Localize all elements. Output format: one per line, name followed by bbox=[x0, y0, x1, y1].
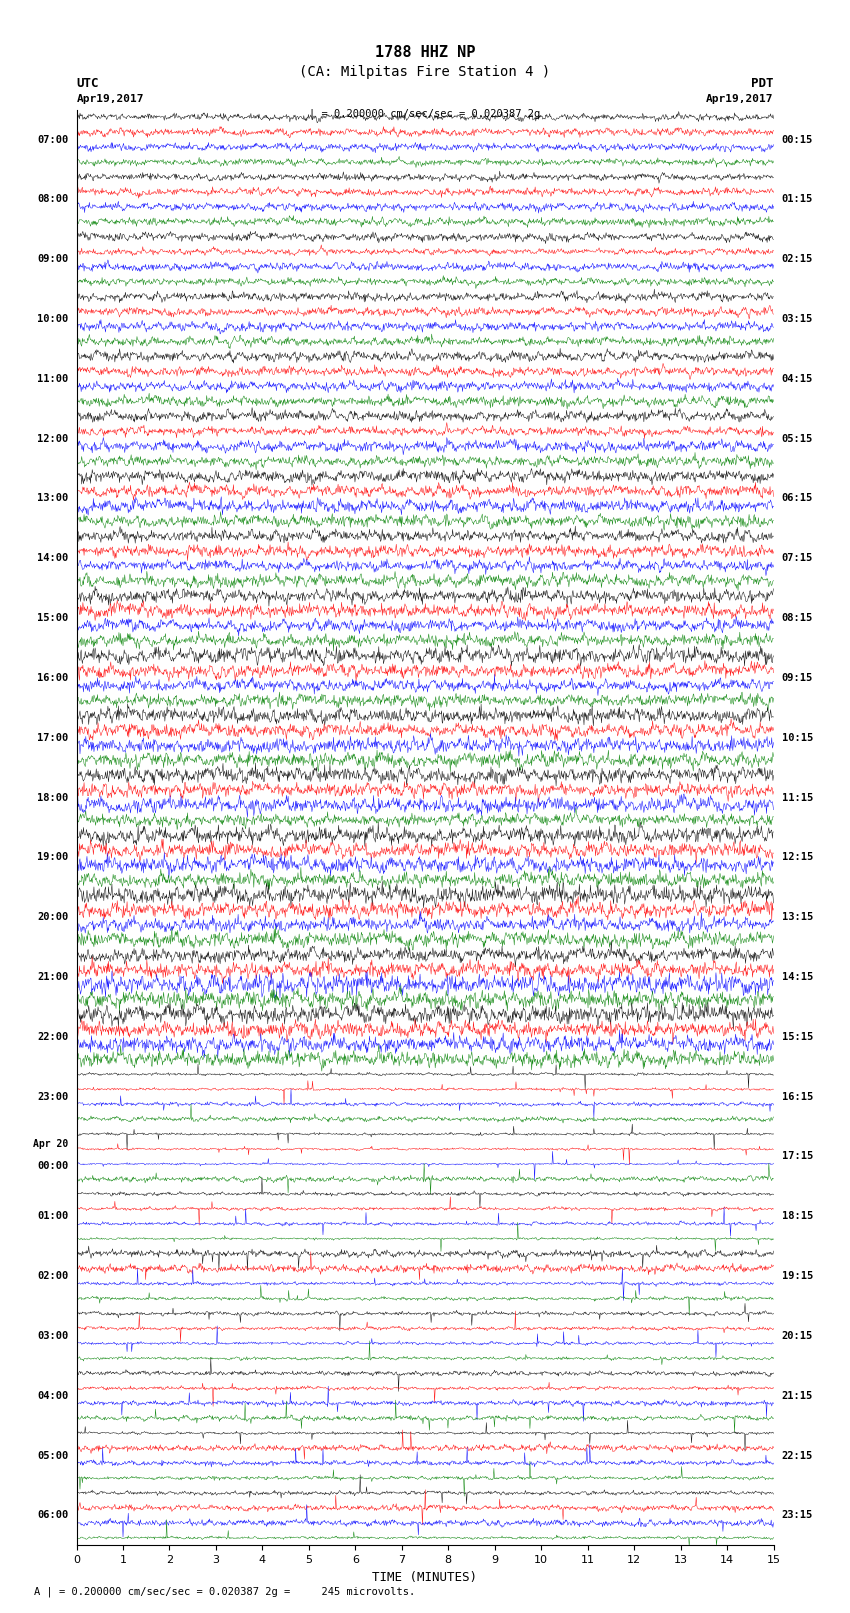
Text: Apr 20: Apr 20 bbox=[33, 1139, 68, 1148]
Text: 15:15: 15:15 bbox=[782, 1032, 813, 1042]
Text: 06:15: 06:15 bbox=[782, 494, 813, 503]
Text: 21:15: 21:15 bbox=[782, 1390, 813, 1400]
X-axis label: TIME (MINUTES): TIME (MINUTES) bbox=[372, 1571, 478, 1584]
Text: 11:00: 11:00 bbox=[37, 374, 68, 384]
Text: 00:00: 00:00 bbox=[37, 1161, 68, 1171]
Text: 19:15: 19:15 bbox=[782, 1271, 813, 1281]
Text: 17:15: 17:15 bbox=[782, 1152, 813, 1161]
Text: 10:15: 10:15 bbox=[782, 732, 813, 742]
Text: 12:00: 12:00 bbox=[37, 434, 68, 444]
Text: 07:00: 07:00 bbox=[37, 134, 68, 145]
Text: 14:00: 14:00 bbox=[37, 553, 68, 563]
Text: 03:00: 03:00 bbox=[37, 1331, 68, 1340]
Text: 21:00: 21:00 bbox=[37, 973, 68, 982]
Text: 01:00: 01:00 bbox=[37, 1211, 68, 1221]
Text: 22:00: 22:00 bbox=[37, 1032, 68, 1042]
Text: 07:15: 07:15 bbox=[782, 553, 813, 563]
Text: 02:00: 02:00 bbox=[37, 1271, 68, 1281]
Text: 19:00: 19:00 bbox=[37, 852, 68, 863]
Text: 17:00: 17:00 bbox=[37, 732, 68, 742]
Text: 23:00: 23:00 bbox=[37, 1092, 68, 1102]
Text: 10:00: 10:00 bbox=[37, 315, 68, 324]
Text: 20:15: 20:15 bbox=[782, 1331, 813, 1340]
Text: A | = 0.200000 cm/sec/sec = 0.020387 2g =     245 microvolts.: A | = 0.200000 cm/sec/sec = 0.020387 2g … bbox=[34, 1586, 416, 1597]
Text: 01:15: 01:15 bbox=[782, 195, 813, 205]
Text: (CA: Milpitas Fire Station 4 ): (CA: Milpitas Fire Station 4 ) bbox=[299, 65, 551, 79]
Text: | = 0.200000 cm/sec/sec = 0.020387 2g: | = 0.200000 cm/sec/sec = 0.020387 2g bbox=[309, 108, 541, 119]
Text: Apr19,2017: Apr19,2017 bbox=[76, 94, 144, 103]
Text: 23:15: 23:15 bbox=[782, 1510, 813, 1521]
Text: 16:15: 16:15 bbox=[782, 1092, 813, 1102]
Text: 05:00: 05:00 bbox=[37, 1450, 68, 1460]
Text: 02:15: 02:15 bbox=[782, 255, 813, 265]
Text: 11:15: 11:15 bbox=[782, 792, 813, 803]
Text: 13:00: 13:00 bbox=[37, 494, 68, 503]
Text: 05:15: 05:15 bbox=[782, 434, 813, 444]
Text: 00:15: 00:15 bbox=[782, 134, 813, 145]
Text: 08:00: 08:00 bbox=[37, 195, 68, 205]
Text: 18:00: 18:00 bbox=[37, 792, 68, 803]
Text: 20:00: 20:00 bbox=[37, 913, 68, 923]
Text: 08:15: 08:15 bbox=[782, 613, 813, 623]
Text: 13:15: 13:15 bbox=[782, 913, 813, 923]
Text: 06:00: 06:00 bbox=[37, 1510, 68, 1521]
Text: Apr19,2017: Apr19,2017 bbox=[706, 94, 774, 103]
Text: 18:15: 18:15 bbox=[782, 1211, 813, 1221]
Text: 15:00: 15:00 bbox=[37, 613, 68, 623]
Text: 09:15: 09:15 bbox=[782, 673, 813, 682]
Text: 04:00: 04:00 bbox=[37, 1390, 68, 1400]
Text: 14:15: 14:15 bbox=[782, 973, 813, 982]
Text: UTC: UTC bbox=[76, 77, 99, 90]
Text: PDT: PDT bbox=[751, 77, 774, 90]
Text: 12:15: 12:15 bbox=[782, 852, 813, 863]
Text: 1788 HHZ NP: 1788 HHZ NP bbox=[375, 45, 475, 60]
Text: 04:15: 04:15 bbox=[782, 374, 813, 384]
Text: 09:00: 09:00 bbox=[37, 255, 68, 265]
Text: 03:15: 03:15 bbox=[782, 315, 813, 324]
Text: 22:15: 22:15 bbox=[782, 1450, 813, 1460]
Text: 16:00: 16:00 bbox=[37, 673, 68, 682]
